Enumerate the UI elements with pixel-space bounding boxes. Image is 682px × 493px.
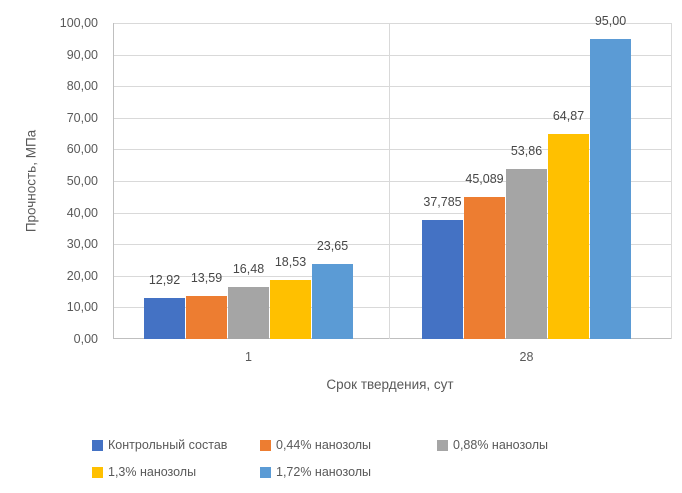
legend-item: 0,44% нанозолы bbox=[260, 439, 371, 452]
bar-data-label: 64,87 bbox=[552, 109, 585, 123]
bar-data-label: 23,65 bbox=[316, 239, 349, 254]
bar bbox=[506, 168, 547, 339]
bar bbox=[590, 38, 631, 339]
legend-item: Контрольный состав bbox=[92, 439, 227, 452]
y-gridline bbox=[113, 307, 672, 308]
legend-swatch bbox=[260, 440, 271, 451]
y-tick-label: 20,00 bbox=[66, 269, 98, 283]
legend-swatch bbox=[260, 467, 271, 478]
bar bbox=[144, 298, 185, 339]
bar-data-label: 95,00 bbox=[594, 13, 627, 28]
y-gridline bbox=[113, 55, 672, 56]
x-axis-title: Срок твердения, сут bbox=[326, 377, 454, 392]
y-gridline bbox=[113, 86, 672, 87]
bar bbox=[228, 286, 269, 339]
legend-label: 1,72% нанозолы bbox=[276, 465, 372, 479]
y-tick-label: 80,00 bbox=[66, 79, 98, 93]
y-tick-label: 0,00 bbox=[73, 332, 98, 346]
y-axis-line bbox=[113, 23, 114, 339]
x-tick-label: 28 bbox=[519, 350, 534, 364]
y-gridline bbox=[113, 213, 672, 214]
bar bbox=[548, 134, 589, 339]
y-gridline bbox=[113, 118, 672, 119]
bar-data-label: 45,089 bbox=[465, 171, 504, 186]
y-gridline bbox=[113, 244, 672, 245]
legend-label: Контрольный состав bbox=[108, 438, 228, 452]
x-axis-line bbox=[113, 338, 672, 339]
x-gridline bbox=[389, 23, 390, 339]
y-tick-label: 30,00 bbox=[66, 237, 98, 251]
bar bbox=[270, 280, 311, 339]
bar-data-label: 53,86 bbox=[510, 143, 543, 158]
bar bbox=[186, 296, 227, 339]
legend-label: 0,88% нанозолы bbox=[453, 438, 549, 452]
x-tick-label: 1 bbox=[245, 350, 252, 364]
legend-item: 1,3% нанозолы bbox=[92, 466, 196, 479]
y-gridline bbox=[113, 276, 672, 277]
y-gridline bbox=[113, 181, 672, 182]
bar bbox=[464, 196, 505, 339]
bar-data-label: 18,53 bbox=[274, 255, 307, 270]
bar-data-label: 37,785 bbox=[423, 194, 462, 209]
bar-data-label: 12,92 bbox=[148, 273, 181, 288]
legend-item: 1,72% нанозолы bbox=[260, 466, 371, 479]
plot-area: 12,92 37,785 13,59 45,089 16,48 53,86 18,53 64,… bbox=[113, 14, 672, 339]
y-tick-label: 70,00 bbox=[66, 111, 98, 125]
legend-label: 0,44% нанозолы bbox=[276, 438, 372, 452]
y-tick-label: 10,00 bbox=[66, 300, 98, 314]
legend-label: 1,3% нанозолы bbox=[108, 465, 197, 479]
bar-data-label: 16,48 bbox=[232, 261, 265, 276]
bar bbox=[422, 219, 463, 339]
x-gridline bbox=[671, 23, 672, 339]
legend-item: 0,88% нанозолы bbox=[437, 439, 548, 452]
legend-swatch bbox=[92, 440, 103, 451]
y-gridline bbox=[113, 23, 672, 24]
y-tick-label: 40,00 bbox=[66, 206, 98, 220]
y-tick-label: 50,00 bbox=[66, 174, 98, 188]
y-tick-label: 100,00 bbox=[59, 16, 98, 30]
bar-data-label: 13,59 bbox=[190, 271, 223, 286]
y-gridline bbox=[113, 149, 672, 150]
bar bbox=[312, 264, 353, 339]
legend-swatch bbox=[92, 467, 103, 478]
y-tick-label: 60,00 bbox=[66, 142, 98, 156]
legend-swatch bbox=[437, 440, 448, 451]
y-tick-label: 90,00 bbox=[66, 48, 98, 62]
